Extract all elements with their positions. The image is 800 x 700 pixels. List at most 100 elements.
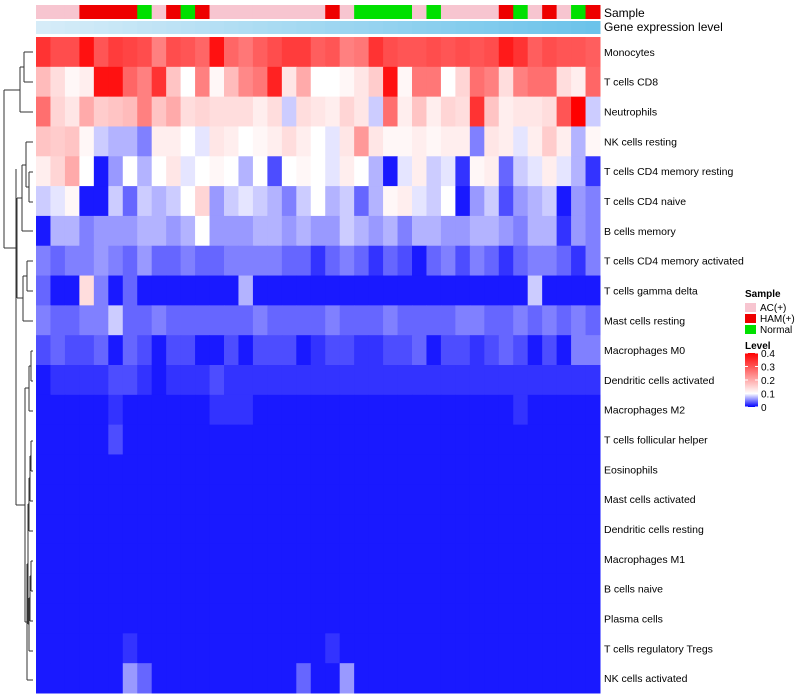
- heatmap-cell: [122, 514, 138, 545]
- heatmap-cell: [556, 573, 572, 605]
- heatmap-cell: [527, 37, 543, 68]
- heatmap-cell: [585, 424, 601, 455]
- heatmap-cell: [585, 454, 601, 485]
- heatmap-cell: [354, 126, 370, 157]
- heatmap-cell: [93, 186, 109, 217]
- heatmap-cell: [209, 424, 225, 455]
- heatmap-cell: [354, 215, 370, 247]
- heatmap-cell: [484, 573, 500, 605]
- heatmap-cell: [542, 365, 558, 396]
- heatmap-cell: [527, 514, 543, 545]
- heatmap-cell: [64, 514, 80, 545]
- sample-annotation-bar: [36, 5, 601, 19]
- heatmap-cell: [310, 126, 326, 157]
- heatmap-cell: [585, 514, 601, 545]
- heatmap-cell: [412, 66, 427, 98]
- heatmap-cell: [484, 335, 500, 366]
- heatmap-cell: [108, 66, 124, 98]
- heatmap-cell: [151, 335, 167, 366]
- heatmap-cell: [383, 394, 399, 426]
- heatmap-cell: [79, 633, 95, 664]
- heatmap-cell: [310, 663, 326, 694]
- heatmap-cell: [383, 663, 399, 694]
- heatmap-cell: [585, 186, 601, 217]
- heatmap-cell: [252, 424, 268, 455]
- heatmap-cell: [498, 514, 514, 545]
- heatmap-cell: [368, 543, 384, 575]
- heatmap-cell: [455, 424, 471, 455]
- heatmap-cell: [542, 663, 558, 694]
- sample-annotation-cell: [440, 5, 456, 19]
- heatmap-cell: [50, 424, 66, 455]
- heatmap-cell: [195, 603, 211, 634]
- heatmap-cell: [571, 543, 587, 575]
- legend-level-ticks: 0.4 0.3 0.2 0.1 0: [745, 349, 775, 414]
- heatmap-cell: [238, 305, 254, 336]
- heatmap-cell: [224, 305, 239, 336]
- expression-annotation-cell: [556, 21, 572, 34]
- heatmap-cell: [426, 365, 442, 396]
- expression-annotation-cell: [137, 21, 153, 34]
- heatmap-cell: [64, 394, 80, 426]
- heatmap-cell: [484, 66, 500, 98]
- heatmap-cell: [252, 96, 268, 127]
- legend: Sample AC(+) HAM(+) Normal Level 0.40.30…: [745, 289, 795, 414]
- heatmap-cell: [195, 186, 211, 217]
- heatmap-cell: [108, 365, 124, 396]
- heatmap-cell: [383, 37, 399, 68]
- heatmap-cell: [238, 394, 254, 426]
- expression-annotation-cell: [585, 21, 601, 34]
- heatmap-cell: [64, 573, 80, 605]
- heatmap-cell: [354, 305, 370, 336]
- heatmap-cell: [440, 424, 456, 455]
- heatmap-cell: [151, 633, 167, 664]
- heatmap-cell: [166, 543, 182, 575]
- heatmap-cell: [310, 573, 326, 605]
- heatmap-cell: [281, 66, 297, 98]
- heatmap-cell: [542, 633, 558, 664]
- heatmap-cell: [50, 394, 66, 426]
- heatmap-cell: [224, 215, 239, 247]
- legend-level-title: Level: [745, 341, 771, 352]
- heatmap-cell: [195, 245, 211, 277]
- expression-annotation-bar: [36, 21, 601, 34]
- heatmap-cell: [122, 454, 138, 485]
- heatmap-cell: [267, 275, 283, 306]
- expression-annotation-cell: [412, 21, 427, 34]
- heatmap-cell: [542, 573, 558, 605]
- heatmap-cell: [151, 394, 167, 426]
- heatmap-cell: [137, 543, 153, 575]
- heatmap-cell: [122, 335, 138, 366]
- heatmap-cell: [513, 335, 529, 366]
- heatmap-cell: [108, 633, 124, 664]
- row-label: Mast cells activated: [604, 494, 696, 506]
- sample-annotation-cell: [412, 5, 427, 19]
- heatmap-cell: [252, 245, 268, 277]
- heatmap-cell: [368, 394, 384, 426]
- heatmap-cell: [397, 66, 413, 98]
- heatmap-cell: [310, 156, 326, 187]
- heatmap-cell: [36, 454, 51, 485]
- heatmap-cell: [527, 215, 543, 247]
- heatmap-cell: [325, 66, 341, 98]
- heatmap-cell: [469, 633, 485, 664]
- heatmap-cell: [397, 394, 413, 426]
- heatmap-cell: [209, 514, 225, 545]
- heatmap-cell: [585, 66, 601, 98]
- heatmap-cell: [455, 543, 471, 575]
- heatmap-cell: [368, 573, 384, 605]
- heatmap-cell: [498, 603, 514, 634]
- heatmap-cell: [267, 245, 283, 277]
- heatmap-cell: [224, 66, 239, 98]
- heatmap-cell: [455, 573, 471, 605]
- heatmap-cell: [498, 96, 514, 127]
- heatmap-cell: [571, 484, 587, 515]
- heatmap-cell: [513, 633, 529, 664]
- heatmap-cell: [79, 156, 95, 187]
- heatmap-cell: [108, 454, 124, 485]
- heatmap-cell: [397, 245, 413, 277]
- heatmap-cell: [267, 66, 283, 98]
- heatmap-cell: [122, 424, 138, 455]
- dendrogram-branch: [17, 260, 33, 322]
- heatmap-cell: [296, 394, 312, 426]
